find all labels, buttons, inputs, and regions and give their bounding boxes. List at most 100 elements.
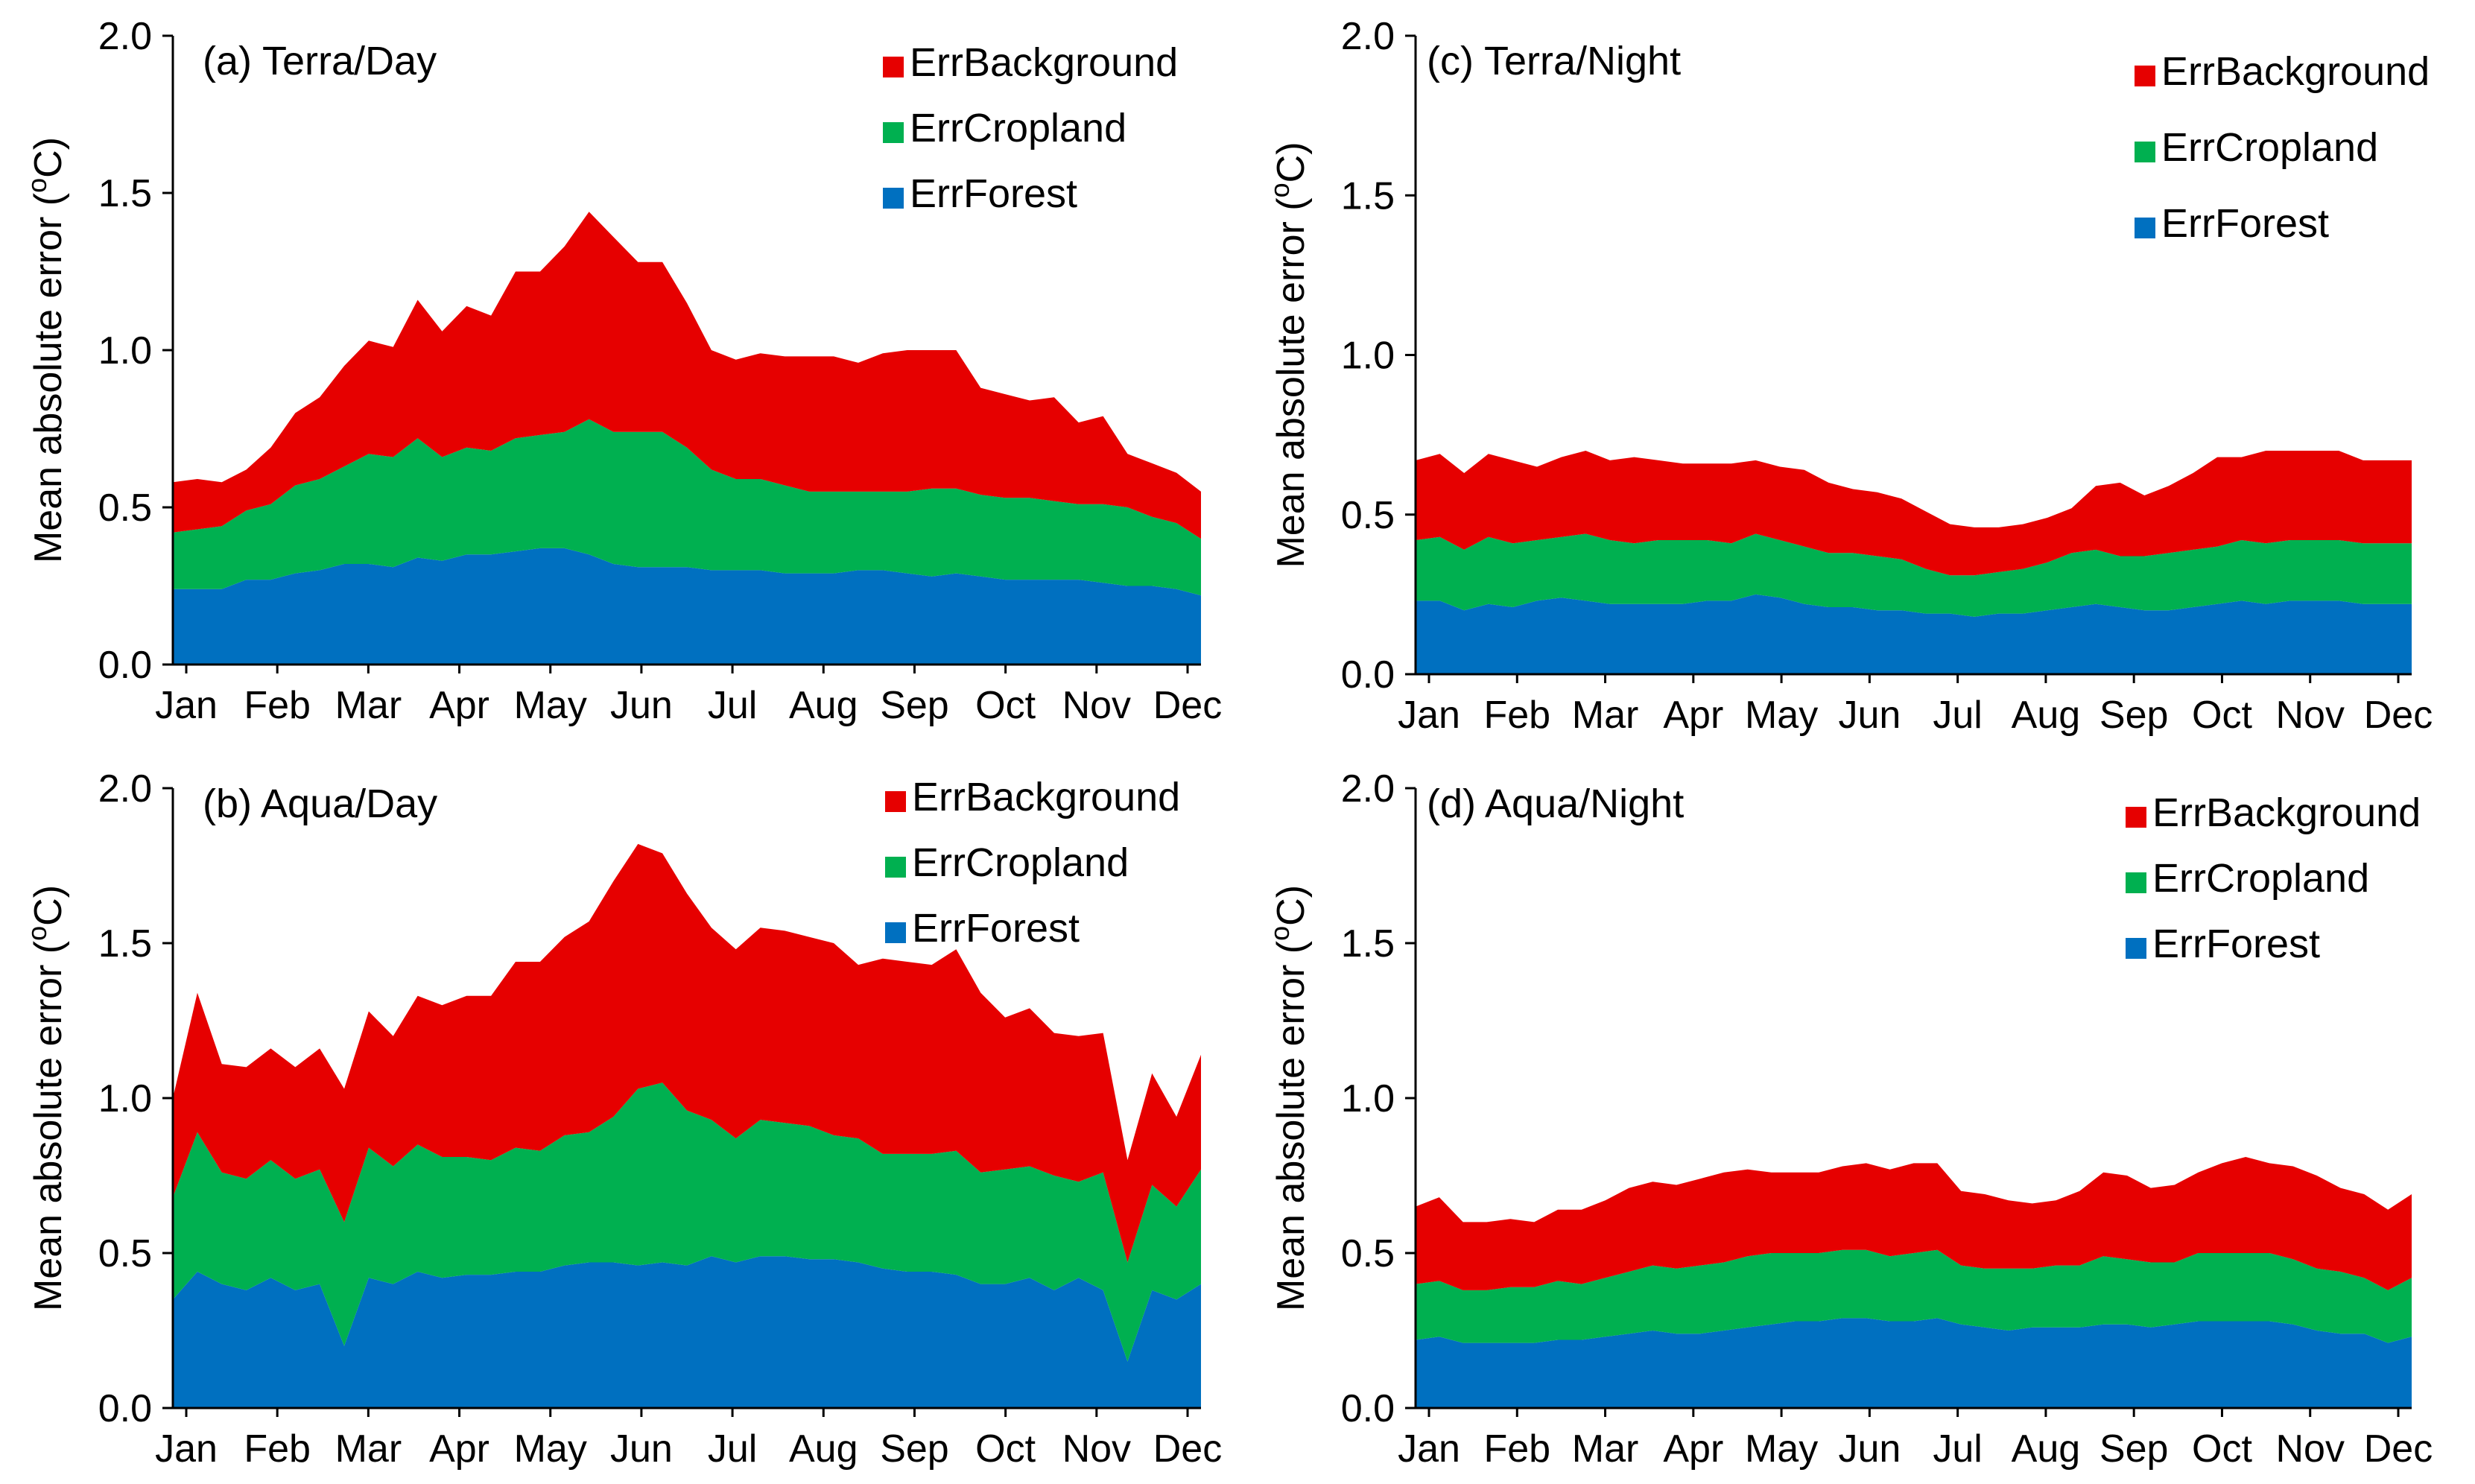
- x-tick-label-d: Dec: [2364, 1427, 2433, 1471]
- x-tick-label-a: Jan: [155, 684, 218, 727]
- y-axis-title-d: Mean absolute error (oC): [1264, 885, 1313, 1311]
- legend-label-errbackground-c: ErrBackground: [2161, 49, 2430, 94]
- x-tick-label-c: Jul: [1933, 694, 1982, 737]
- legend-label-errforest-c: ErrForest: [2161, 201, 2329, 246]
- y-tick-label-c: 2.0: [1341, 15, 1395, 58]
- area-errbackground-d: [1416, 1157, 2412, 1290]
- legend-swatch-errforest-a: [883, 188, 904, 209]
- legend-label-errcropland-b: ErrCropland: [912, 840, 1129, 885]
- area-errcropland-d: [1416, 1249, 2412, 1343]
- legend-swatch-errforest-c: [2135, 218, 2155, 238]
- y-tick-label-d: 0.0: [1341, 1387, 1395, 1430]
- x-tick-label-c: Jun: [1838, 694, 1901, 737]
- legend-swatch-errforest-d: [2126, 938, 2146, 959]
- area-errforest-a: [173, 548, 1201, 665]
- x-tick-label-a: May: [514, 684, 587, 727]
- x-tick-label-a: Mar: [335, 684, 402, 727]
- x-tick-label-c: Mar: [1572, 694, 1639, 737]
- y-tick-label-c: 1.0: [1341, 334, 1395, 378]
- y-tick-label-a: 1.5: [98, 172, 152, 215]
- x-tick-label-a: Jun: [610, 684, 673, 727]
- x-tick-label-b: Nov: [1062, 1427, 1131, 1471]
- legend-swatch-errbackground-b: [885, 791, 906, 812]
- x-tick-label-b: Feb: [244, 1427, 311, 1471]
- x-tick-label-d: Feb: [1483, 1427, 1550, 1471]
- area-errforest-d: [1416, 1318, 2412, 1408]
- x-tick-label-a: Nov: [1062, 684, 1131, 727]
- legend-swatch-errbackground-d: [2126, 807, 2146, 828]
- x-tick-label-a: Aug: [789, 684, 858, 727]
- x-tick-label-c: Jan: [1398, 694, 1460, 737]
- legend-label-errbackground-d: ErrBackground: [2152, 790, 2421, 835]
- legend-label-errcropland-c: ErrCropland: [2161, 125, 2378, 170]
- y-axis-title-c: Mean absolute error (oC): [1264, 142, 1313, 568]
- legend-swatch-errcropland-d: [2126, 872, 2146, 893]
- legend-swatch-errbackground-a: [883, 57, 904, 77]
- x-tick-label-b: May: [514, 1427, 587, 1471]
- legend-swatch-errcropland-c: [2135, 142, 2155, 162]
- chart-panel-d: 0.0 0.5 1.0 1.5 2.0 Jan Feb Mar Apr May Jun Jul Aug S…: [1264, 767, 2433, 1471]
- y-tick-label-d: 1.0: [1341, 1077, 1395, 1120]
- x-tick-label-d: Apr: [1663, 1427, 1723, 1471]
- y-tick-label-d: 2.0: [1341, 767, 1395, 811]
- x-tick-label-b: Mar: [335, 1427, 402, 1471]
- x-tick-label-c: Sep: [2100, 694, 2169, 737]
- x-tick-label-c: Apr: [1663, 694, 1723, 737]
- y-tick-label-b: 0.5: [98, 1232, 152, 1275]
- area-errcropland-b: [173, 1082, 1201, 1362]
- y-tick-label-c: 1.5: [1341, 174, 1395, 218]
- legend-label-errforest-d: ErrForest: [2152, 922, 2320, 966]
- x-tick-label-d: Sep: [2100, 1427, 2169, 1471]
- x-tick-label-a: Feb: [244, 684, 311, 727]
- y-axis-title-a: Mean absolute error (oC): [22, 137, 71, 563]
- legend-swatch-errforest-b: [885, 922, 906, 943]
- y-tick-label-c: 0.0: [1341, 653, 1395, 697]
- x-tick-label-c: Aug: [2012, 694, 2081, 737]
- y-tick-label-a: 1.0: [98, 329, 152, 372]
- y-tick-label-d: 1.5: [1341, 922, 1395, 965]
- legend-swatch-errcropland-a: [883, 122, 904, 143]
- x-tick-label-d: Jul: [1933, 1427, 1982, 1471]
- x-tick-label-d: Aug: [2012, 1427, 2081, 1471]
- panel-title-c: (c) Terra/Night: [1427, 39, 1681, 83]
- area-errbackground-c: [1416, 451, 2412, 576]
- y-tick-label-b: 1.5: [98, 922, 152, 965]
- x-tick-label-b: Dec: [1153, 1427, 1222, 1471]
- x-tick-label-c: Oct: [2192, 694, 2252, 737]
- x-tick-label-c: Nov: [2275, 694, 2344, 737]
- area-errforest-c: [1416, 594, 2412, 674]
- x-tick-label-a: Oct: [975, 684, 1036, 727]
- x-tick-label-d: May: [1745, 1427, 1818, 1471]
- panel-title-b: (b) Aqua/Day: [203, 781, 437, 826]
- x-tick-label-b: Jun: [610, 1427, 673, 1471]
- x-tick-label-a: Sep: [880, 684, 949, 727]
- panel-title-a: (a) Terra/Day: [203, 39, 437, 83]
- y-tick-label-a: 0.0: [98, 644, 152, 687]
- legend-label-errbackground-b: ErrBackground: [912, 775, 1180, 819]
- legend-label-errbackground-a: ErrBackground: [910, 40, 1178, 85]
- y-tick-label-a: 0.5: [98, 486, 152, 530]
- area-errcropland-c: [1416, 533, 2412, 617]
- x-tick-label-a: Dec: [1153, 684, 1222, 727]
- area-errforest-b: [173, 1256, 1201, 1408]
- area-errcropland-a: [173, 419, 1201, 596]
- y-tick-label-b: 2.0: [98, 767, 152, 811]
- x-tick-label-b: Aug: [789, 1427, 858, 1471]
- x-tick-label-c: Feb: [1483, 694, 1550, 737]
- chart-panel-a: 0.0 0.5 1.0 1.5 2.0 Jan Feb Mar Apr May Jun Jul Aug S…: [22, 15, 1223, 727]
- chart-panel-c: 0.0 0.5 1.0 1.5 2.0 Jan Feb Mar Apr May Jun Jul Aug S…: [1264, 15, 2433, 737]
- x-tick-label-d: Jun: [1838, 1427, 1901, 1471]
- x-tick-label-d: Nov: [2275, 1427, 2344, 1471]
- panel-title-d: (d) Aqua/Night: [1427, 781, 1684, 826]
- chart-panel-b: 0.0 0.5 1.0 1.5 2.0 Jan Feb Mar Apr May Jun Jul Aug S…: [22, 767, 1223, 1471]
- x-tick-label-d: Mar: [1572, 1427, 1639, 1471]
- x-tick-label-b: Jan: [155, 1427, 218, 1471]
- x-tick-label-a: Jul: [708, 684, 757, 727]
- legend-label-errforest-b: ErrForest: [912, 906, 1080, 951]
- x-tick-label-b: Oct: [975, 1427, 1036, 1471]
- legend-label-errforest-a: ErrForest: [910, 171, 1077, 216]
- y-tick-label-b: 0.0: [98, 1387, 152, 1430]
- x-tick-label-c: Dec: [2364, 694, 2433, 737]
- x-tick-label-c: May: [1745, 694, 1818, 737]
- x-tick-label-d: Jan: [1398, 1427, 1460, 1471]
